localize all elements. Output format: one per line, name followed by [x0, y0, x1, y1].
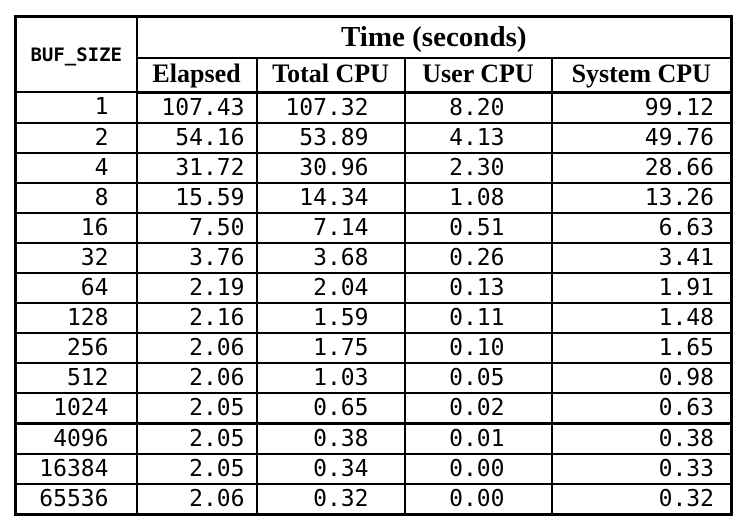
time-value-cell: 2.19: [135, 271, 258, 304]
time-value-cell: 2.06: [135, 331, 258, 364]
time-value-cell: 6.63: [550, 211, 733, 244]
time-value-cell: 0.38: [255, 422, 406, 455]
table-body-large-buffers: 4096 2.05 0.38 0.01 0.38 16384 2.05 0.34 0.00 0.3…: [14, 422, 733, 516]
time-value-cell: 99.12: [550, 91, 733, 124]
buf-size-cell: 256: [14, 331, 138, 364]
time-value-cell: 7.14: [255, 211, 406, 244]
group-header-time-seconds: Time (seconds): [135, 15, 733, 59]
time-value-cell: 2.30: [403, 151, 553, 184]
time-value-cell: 0.02: [403, 391, 553, 425]
time-value-cell: 107.32: [255, 91, 406, 124]
time-value-cell: 49.76: [550, 121, 733, 154]
table-row: 64 2.19 2.04 0.13 1.91: [14, 271, 733, 304]
buffer-timing-table: BUF_SIZE Time (seconds) Elapsed Total CP…: [14, 15, 733, 516]
table-row: 16384 2.05 0.34 0.00 0.33: [14, 452, 733, 485]
time-value-cell: 0.32: [255, 482, 406, 516]
buf-size-cell: 1: [14, 91, 138, 124]
time-value-cell: 28.66: [550, 151, 733, 184]
header-row-sub: Elapsed Total CPU User CPU System CPU: [16, 56, 733, 94]
time-value-cell: 4.13: [403, 121, 553, 154]
buf-size-cell: 4096: [14, 422, 138, 455]
column-header-system-cpu: System CPU: [550, 56, 733, 94]
time-value-cell: 2.06: [135, 482, 258, 516]
table-row: 4 31.72 30.96 2.30 28.66: [14, 151, 733, 184]
time-value-cell: 0.10: [403, 331, 553, 364]
table-row: 65536 2.06 0.32 0.00 0.32: [14, 482, 733, 516]
time-value-cell: 15.59: [135, 181, 258, 214]
time-value-cell: 0.26: [403, 241, 553, 274]
time-value-cell: 0.34: [255, 452, 406, 485]
buf-size-cell: 16: [14, 211, 138, 244]
buf-size-cell: 2: [14, 121, 138, 154]
buf-size-cell: 16384: [14, 452, 138, 485]
time-value-cell: 14.34: [255, 181, 406, 214]
time-value-cell: 0.01: [403, 422, 553, 455]
time-value-cell: 0.00: [403, 482, 553, 516]
time-value-cell: 1.91: [550, 271, 733, 304]
table-row: 512 2.06 1.03 0.05 0.98: [14, 361, 733, 394]
buf-size-cell: 64: [14, 271, 138, 304]
column-header-user-cpu: User CPU: [403, 56, 553, 94]
time-value-cell: 53.89: [255, 121, 406, 154]
time-value-cell: 3.41: [550, 241, 733, 274]
time-value-cell: 0.05: [403, 361, 553, 394]
buf-size-cell: 65536: [14, 482, 138, 516]
time-value-cell: 0.11: [403, 301, 553, 334]
table-row: 256 2.06 1.75 0.10 1.65: [14, 331, 733, 364]
table-row: 1 107.43 107.32 8.20 99.12: [14, 91, 733, 124]
time-value-cell: 2.05: [135, 452, 258, 485]
buf-size-cell: 32: [14, 241, 138, 274]
time-value-cell: 7.50: [135, 211, 258, 244]
time-value-cell: 31.72: [135, 151, 258, 184]
time-value-cell: 0.33: [550, 452, 733, 485]
time-value-cell: 2.04: [255, 271, 406, 304]
table-body-small-buffers: 1 107.43 107.32 8.20 99.12 2 54.16 53.89 4.13 49.…: [14, 91, 733, 425]
corner-header-buf-size: BUF_SIZE: [14, 15, 138, 93]
time-value-cell: 2.05: [135, 391, 258, 425]
time-value-cell: 0.32: [550, 482, 733, 516]
time-value-cell: 0.65: [255, 391, 406, 425]
time-value-cell: 54.16: [135, 121, 258, 154]
time-value-cell: 8.20: [403, 91, 553, 124]
time-value-cell: 107.43: [135, 91, 258, 124]
time-value-cell: 3.68: [255, 241, 406, 274]
time-value-cell: 1.75: [255, 331, 406, 364]
buf-size-cell: 8: [14, 181, 138, 214]
time-value-cell: 13.26: [550, 181, 733, 214]
time-value-cell: 0.00: [403, 452, 553, 485]
time-value-cell: 2.16: [135, 301, 258, 334]
time-value-cell: 0.13: [403, 271, 553, 304]
buf-size-cell: 512: [14, 361, 138, 394]
time-value-cell: 1.48: [550, 301, 733, 334]
time-value-cell: 0.63: [550, 391, 733, 425]
time-value-cell: 1.59: [255, 301, 406, 334]
table-row: 1024 2.05 0.65 0.02 0.63: [14, 391, 733, 425]
column-header-total-cpu: Total CPU: [255, 56, 406, 94]
time-value-cell: 1.08: [403, 181, 553, 214]
time-value-cell: 3.76: [135, 241, 258, 274]
buf-size-cell: 1024: [14, 391, 138, 425]
time-value-cell: 2.06: [135, 361, 258, 394]
buf-size-cell: 4: [14, 151, 138, 184]
table-header: BUF_SIZE Time (seconds) Elapsed Total CP…: [14, 15, 733, 94]
time-value-cell: 1.03: [255, 361, 406, 394]
time-value-cell: 2.05: [135, 422, 258, 455]
table-row: 8 15.59 14.34 1.08 13.26: [14, 181, 733, 214]
table-row: 32 3.76 3.68 0.26 3.41: [14, 241, 733, 274]
time-value-cell: 1.65: [550, 331, 733, 364]
time-value-cell: 30.96: [255, 151, 406, 184]
buf-size-cell: 128: [14, 301, 138, 334]
time-value-cell: 0.51: [403, 211, 553, 244]
table-row: 4096 2.05 0.38 0.01 0.38: [14, 422, 733, 455]
time-value-cell: 0.98: [550, 361, 733, 394]
column-header-elapsed: Elapsed: [135, 56, 258, 94]
time-value-cell: 0.38: [550, 422, 733, 455]
table-row: 16 7.50 7.14 0.51 6.63: [14, 211, 733, 244]
table-row: 128 2.16 1.59 0.11 1.48: [14, 301, 733, 334]
header-row-group: BUF_SIZE Time (seconds): [14, 15, 733, 93]
table-row: 2 54.16 53.89 4.13 49.76: [14, 121, 733, 154]
